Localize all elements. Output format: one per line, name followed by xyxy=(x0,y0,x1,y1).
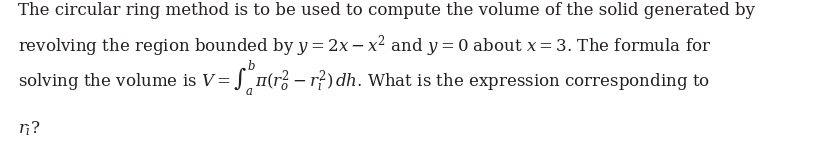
Text: The circular ring method is to be used to compute the volume of the solid genera: The circular ring method is to be used t… xyxy=(18,2,755,19)
Text: $r_i$?: $r_i$? xyxy=(18,120,40,138)
Text: revolving the region bounded by $y = 2x - x^2$ and $y = 0$ about $x = 3$. The fo: revolving the region bounded by $y = 2x … xyxy=(18,33,711,59)
Text: solving the volume is $V = \int_a^b \pi(r_o^{2} - r_i^{2})\,dh$. What is the exp: solving the volume is $V = \int_a^b \pi(… xyxy=(18,60,710,98)
